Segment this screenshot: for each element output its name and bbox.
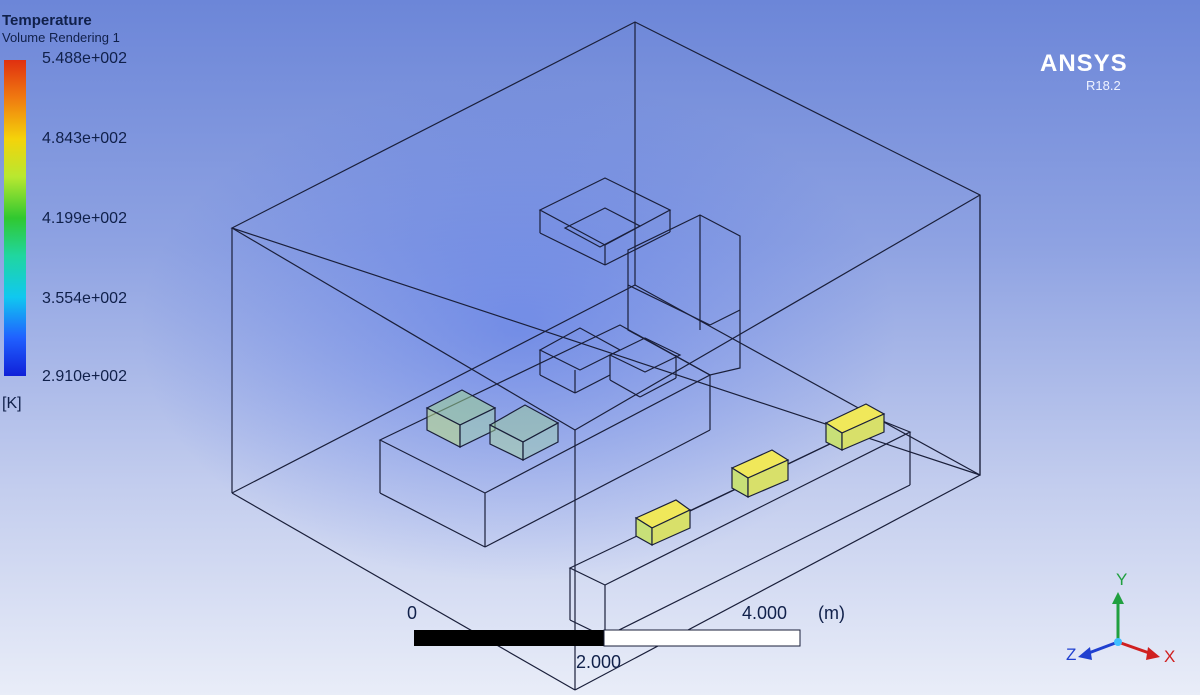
heat-source-boxes-right [634,403,886,547]
temperature-colorbar [4,60,26,376]
legend-tick-max: 5.488e+002 [42,50,127,67]
axis-x-arrow [1146,647,1160,660]
legend-tick-min: 2.910e+002 [42,368,127,385]
axis-y-label: Y [1116,570,1127,589]
scale-label-start: 0 [407,603,418,623]
scale-bar [414,629,801,647]
axis-z-arrow [1078,647,1092,660]
axis-origin [1114,638,1122,646]
scale-label-end: 4.000 [742,603,788,623]
legend-unit: [K] [2,395,22,412]
scale-bar-white [603,629,801,647]
axis-z-label: Z [1066,645,1076,664]
axis-x-label: X [1164,647,1175,666]
scale-label-unit: (m) [818,603,845,623]
axis-x-line [1117,640,1153,656]
heat-source-boxes-left [425,389,560,461]
temperature-volume-glow [140,50,980,610]
axis-z-line [1085,640,1119,656]
legend-subtitle: Volume Rendering 1 [2,30,120,45]
axis-y-arrow [1112,592,1124,604]
legend-tick-2: 4.843e+002 [42,130,127,147]
ansys-logo: ANSYS [1040,50,1128,77]
legend-title: Temperature [2,12,92,29]
axis-triad[interactable]: Y X Z [1066,570,1175,666]
legend-tick-4: 3.554e+002 [42,290,127,307]
scale-bar-black [414,630,604,646]
scale-label-mid: 2.000 [576,652,622,672]
legend-tick-3: 4.199e+002 [42,210,127,227]
version-label: R18.2 [1086,78,1121,93]
